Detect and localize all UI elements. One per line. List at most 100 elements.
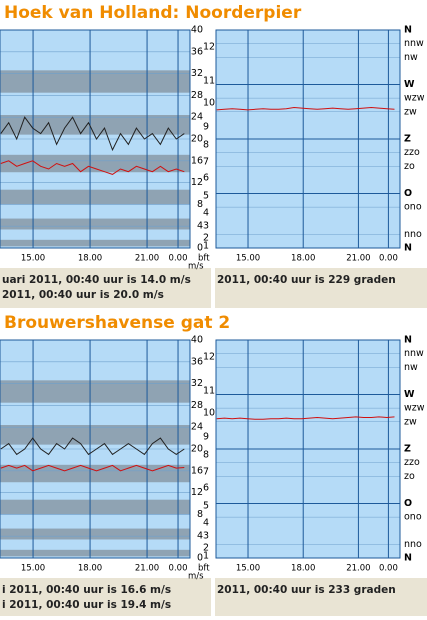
x-tick-label: 0.00 bbox=[169, 564, 188, 574]
x-tick-label: 18.00 bbox=[291, 254, 315, 264]
y-tick-label: 12 bbox=[191, 177, 203, 188]
y-tick-label: N bbox=[404, 25, 412, 36]
data-line bbox=[0, 116, 185, 152]
bft-tick-label: 11 bbox=[203, 76, 215, 87]
bft-band bbox=[0, 499, 190, 515]
bft-tick-label: 6 bbox=[203, 483, 209, 494]
x-tick-label: 15.00 bbox=[21, 564, 45, 574]
status-box bbox=[0, 268, 211, 308]
x-tick-label: 15.00 bbox=[236, 564, 260, 574]
y-tick-label: nw bbox=[404, 52, 418, 63]
y-tick-label: zzo bbox=[404, 457, 420, 468]
bft-tick-label: 3 bbox=[203, 531, 209, 542]
x-tick-label: 18.00 bbox=[78, 564, 102, 574]
bft-label: bft bbox=[198, 564, 210, 574]
y-tick-label: ono bbox=[404, 202, 422, 213]
y-tick-label: 20 bbox=[191, 134, 203, 145]
x-tick-label: 18.00 bbox=[78, 254, 102, 264]
status-text: 2011, 00:40 uur is 229 graden bbox=[217, 274, 396, 286]
y-tick-label: 32 bbox=[191, 378, 203, 389]
y-tick-label: 4 bbox=[197, 531, 203, 542]
unit-label: m/s bbox=[188, 572, 204, 582]
bft-band bbox=[0, 380, 190, 403]
y-tick-label: nnw bbox=[404, 348, 424, 359]
y-tick-label: zo bbox=[404, 471, 415, 482]
bft-tick-label: 5 bbox=[203, 501, 209, 512]
x-tick-label: 18.00 bbox=[291, 564, 315, 574]
y-tick-label: ono bbox=[404, 512, 422, 523]
bft-tick-label: 7 bbox=[203, 466, 209, 477]
y-tick-label: 36 bbox=[191, 356, 203, 367]
y-tick-label: O bbox=[404, 498, 412, 509]
bft-tick-label: 9 bbox=[203, 122, 209, 133]
y-tick-label: 24 bbox=[191, 112, 203, 123]
bft-tick-label: 6 bbox=[203, 173, 209, 184]
y-tick-label: 20 bbox=[191, 444, 203, 455]
status-box bbox=[215, 268, 427, 308]
bft-tick-label: 2 bbox=[203, 543, 209, 554]
y-tick-label: zzo bbox=[404, 147, 420, 158]
y-tick-label: 36 bbox=[191, 46, 203, 57]
x-tick-label: 21.00 bbox=[135, 254, 159, 264]
bft-band bbox=[0, 154, 190, 173]
bft-band bbox=[0, 239, 190, 247]
y-tick-label: 0 bbox=[197, 553, 203, 564]
y-tick-label: nw bbox=[404, 362, 418, 373]
y-tick-label: N bbox=[404, 335, 412, 346]
y-tick-label: W bbox=[404, 79, 415, 90]
bft-tick-label: 9 bbox=[203, 432, 209, 443]
x-tick-label: 21.00 bbox=[135, 564, 159, 574]
status-text: i 2011, 00:40 uur is 16.6 m/s bbox=[2, 584, 171, 596]
bft-tick-label: 11 bbox=[203, 386, 215, 397]
data-line bbox=[0, 464, 185, 472]
y-tick-label: 40 bbox=[191, 335, 203, 346]
bft-tick-label: 4 bbox=[203, 518, 209, 529]
y-tick-label: 16 bbox=[191, 155, 203, 166]
x-tick-label: 0.00 bbox=[169, 254, 188, 264]
y-tick-label: wzw bbox=[404, 93, 425, 104]
bft-band bbox=[0, 218, 190, 230]
y-tick-label: W bbox=[404, 389, 415, 400]
y-tick-label: 12 bbox=[191, 487, 203, 498]
y-tick-label: nno bbox=[404, 229, 422, 240]
bft-tick-label: 1 bbox=[203, 240, 209, 251]
y-tick-label: zw bbox=[404, 106, 417, 117]
y-tick-label: 28 bbox=[191, 400, 203, 411]
y-tick-label: 28 bbox=[191, 90, 203, 101]
data-line bbox=[0, 160, 185, 175]
bft-tick-label: 10 bbox=[203, 98, 215, 109]
y-tick-label: N bbox=[404, 553, 412, 564]
plot-frame bbox=[215, 29, 401, 249]
x-tick-label: 21.00 bbox=[346, 254, 370, 264]
y-tick-label: nnw bbox=[404, 38, 424, 49]
bft-tick-label: 8 bbox=[203, 449, 209, 460]
x-tick-label: 15.00 bbox=[21, 254, 45, 264]
unit-label: m/s bbox=[188, 262, 204, 272]
data-line bbox=[216, 106, 395, 111]
bft-tick-label: 10 bbox=[203, 408, 215, 419]
bft-tick-label: 8 bbox=[203, 139, 209, 150]
y-tick-label: 16 bbox=[191, 465, 203, 476]
plot-frame bbox=[0, 29, 191, 249]
status-box bbox=[0, 578, 211, 618]
status-text: 2011, 00:40 uur is 233 graden bbox=[217, 584, 396, 596]
y-tick-label: 32 bbox=[191, 68, 203, 79]
status-text: i 2011, 00:40 uur is 19.4 m/s bbox=[2, 599, 171, 611]
bft-tick-label: 4 bbox=[203, 208, 209, 219]
y-tick-label: Z bbox=[404, 134, 411, 145]
station-title: Brouwershavense gat 2 bbox=[4, 313, 230, 333]
bft-band bbox=[0, 115, 190, 135]
data-line bbox=[0, 437, 185, 456]
y-tick-label: 40 bbox=[191, 25, 203, 36]
x-tick-label: 15.00 bbox=[236, 254, 260, 264]
y-tick-label: 0 bbox=[197, 243, 203, 254]
bft-band bbox=[0, 549, 190, 557]
bft-tick-label: 1 bbox=[203, 550, 209, 561]
plot-frame bbox=[215, 339, 401, 559]
y-tick-label: 4 bbox=[197, 221, 203, 232]
bft-band bbox=[0, 189, 190, 205]
y-tick-label: zo bbox=[404, 161, 415, 172]
status-box bbox=[215, 578, 427, 618]
